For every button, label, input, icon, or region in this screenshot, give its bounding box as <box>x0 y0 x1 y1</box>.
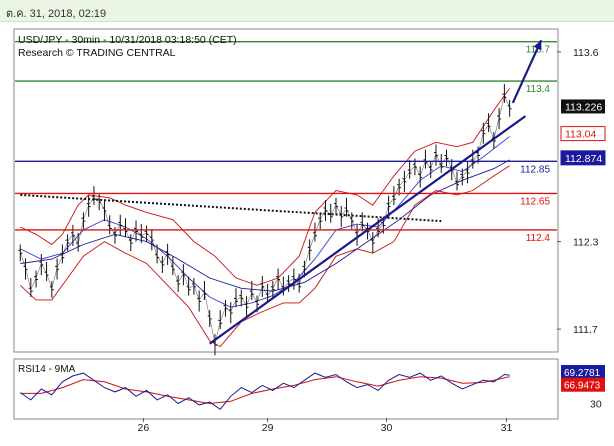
price-readout-label: 113.226 <box>565 101 602 113</box>
level-label-target: 113.7 <box>526 45 551 56</box>
rsi-panel-frame <box>13 358 559 420</box>
right-tag-box <box>560 126 606 142</box>
main-plot-layer: 113.7 113.4 112.85 112.65 112.4 <box>15 39 557 356</box>
rsi-line <box>20 372 510 410</box>
bollinger-lower-line <box>19 165 510 348</box>
moving-average-line <box>20 136 510 308</box>
x-tick-label: 31 <box>501 422 513 434</box>
main-panel-frame <box>13 28 559 353</box>
right-tag-label: 112.874 <box>565 153 602 165</box>
right-tag-label: 113.04 <box>565 129 596 141</box>
rsi-y-tick-label: 30 <box>590 399 602 411</box>
x-tick-label: 30 <box>381 422 393 434</box>
chart-title: USD/JPY - 30min - 10/31/2018 03:18:50 (C… <box>18 34 237 46</box>
projection-arrow-head <box>533 40 542 51</box>
timestamp-bar: ต.ค. 31, 2018, 02:19 <box>0 0 614 22</box>
chart-subtitle: Research © TRADING CENTRAL <box>18 47 176 59</box>
price-readout-box <box>561 99 605 114</box>
price-line <box>20 94 510 344</box>
timestamp: ต.ค. 31, 2018, 02:19 <box>6 8 107 20</box>
right-tag-box <box>560 150 606 166</box>
rsi-readout-label: 69.2781 <box>564 368 601 379</box>
rsi-title: RSI14 - 9MA <box>18 364 76 375</box>
rsi-ma-line <box>20 376 510 405</box>
rsi-plot-layer <box>20 372 510 410</box>
rsi-readout-box <box>561 365 605 380</box>
bollinger-upper-line <box>20 88 510 286</box>
axis-layer: 113.6 112.3 111.7 113.226 113.04 112.874 26 29 3… <box>138 47 606 434</box>
x-tick-label: 29 <box>262 422 274 434</box>
level-label-support: 112.65 <box>520 196 550 207</box>
y-tick-label: 113.6 <box>573 47 599 59</box>
rsi-readout-box <box>561 377 605 392</box>
projection-arrow-line <box>511 39 543 104</box>
level-label-pivot: 112.85 <box>520 164 550 175</box>
y-tick-label: 111.7 <box>573 324 598 336</box>
level-label-target: 113.4 <box>526 84 551 95</box>
rsi-readout-label: 66.9473 <box>564 381 601 392</box>
support-trendline <box>209 115 527 345</box>
level-label-support: 112.4 <box>526 233 551 244</box>
x-tick-label: 26 <box>138 422 150 434</box>
y-tick-label: 112.3 <box>573 237 599 249</box>
